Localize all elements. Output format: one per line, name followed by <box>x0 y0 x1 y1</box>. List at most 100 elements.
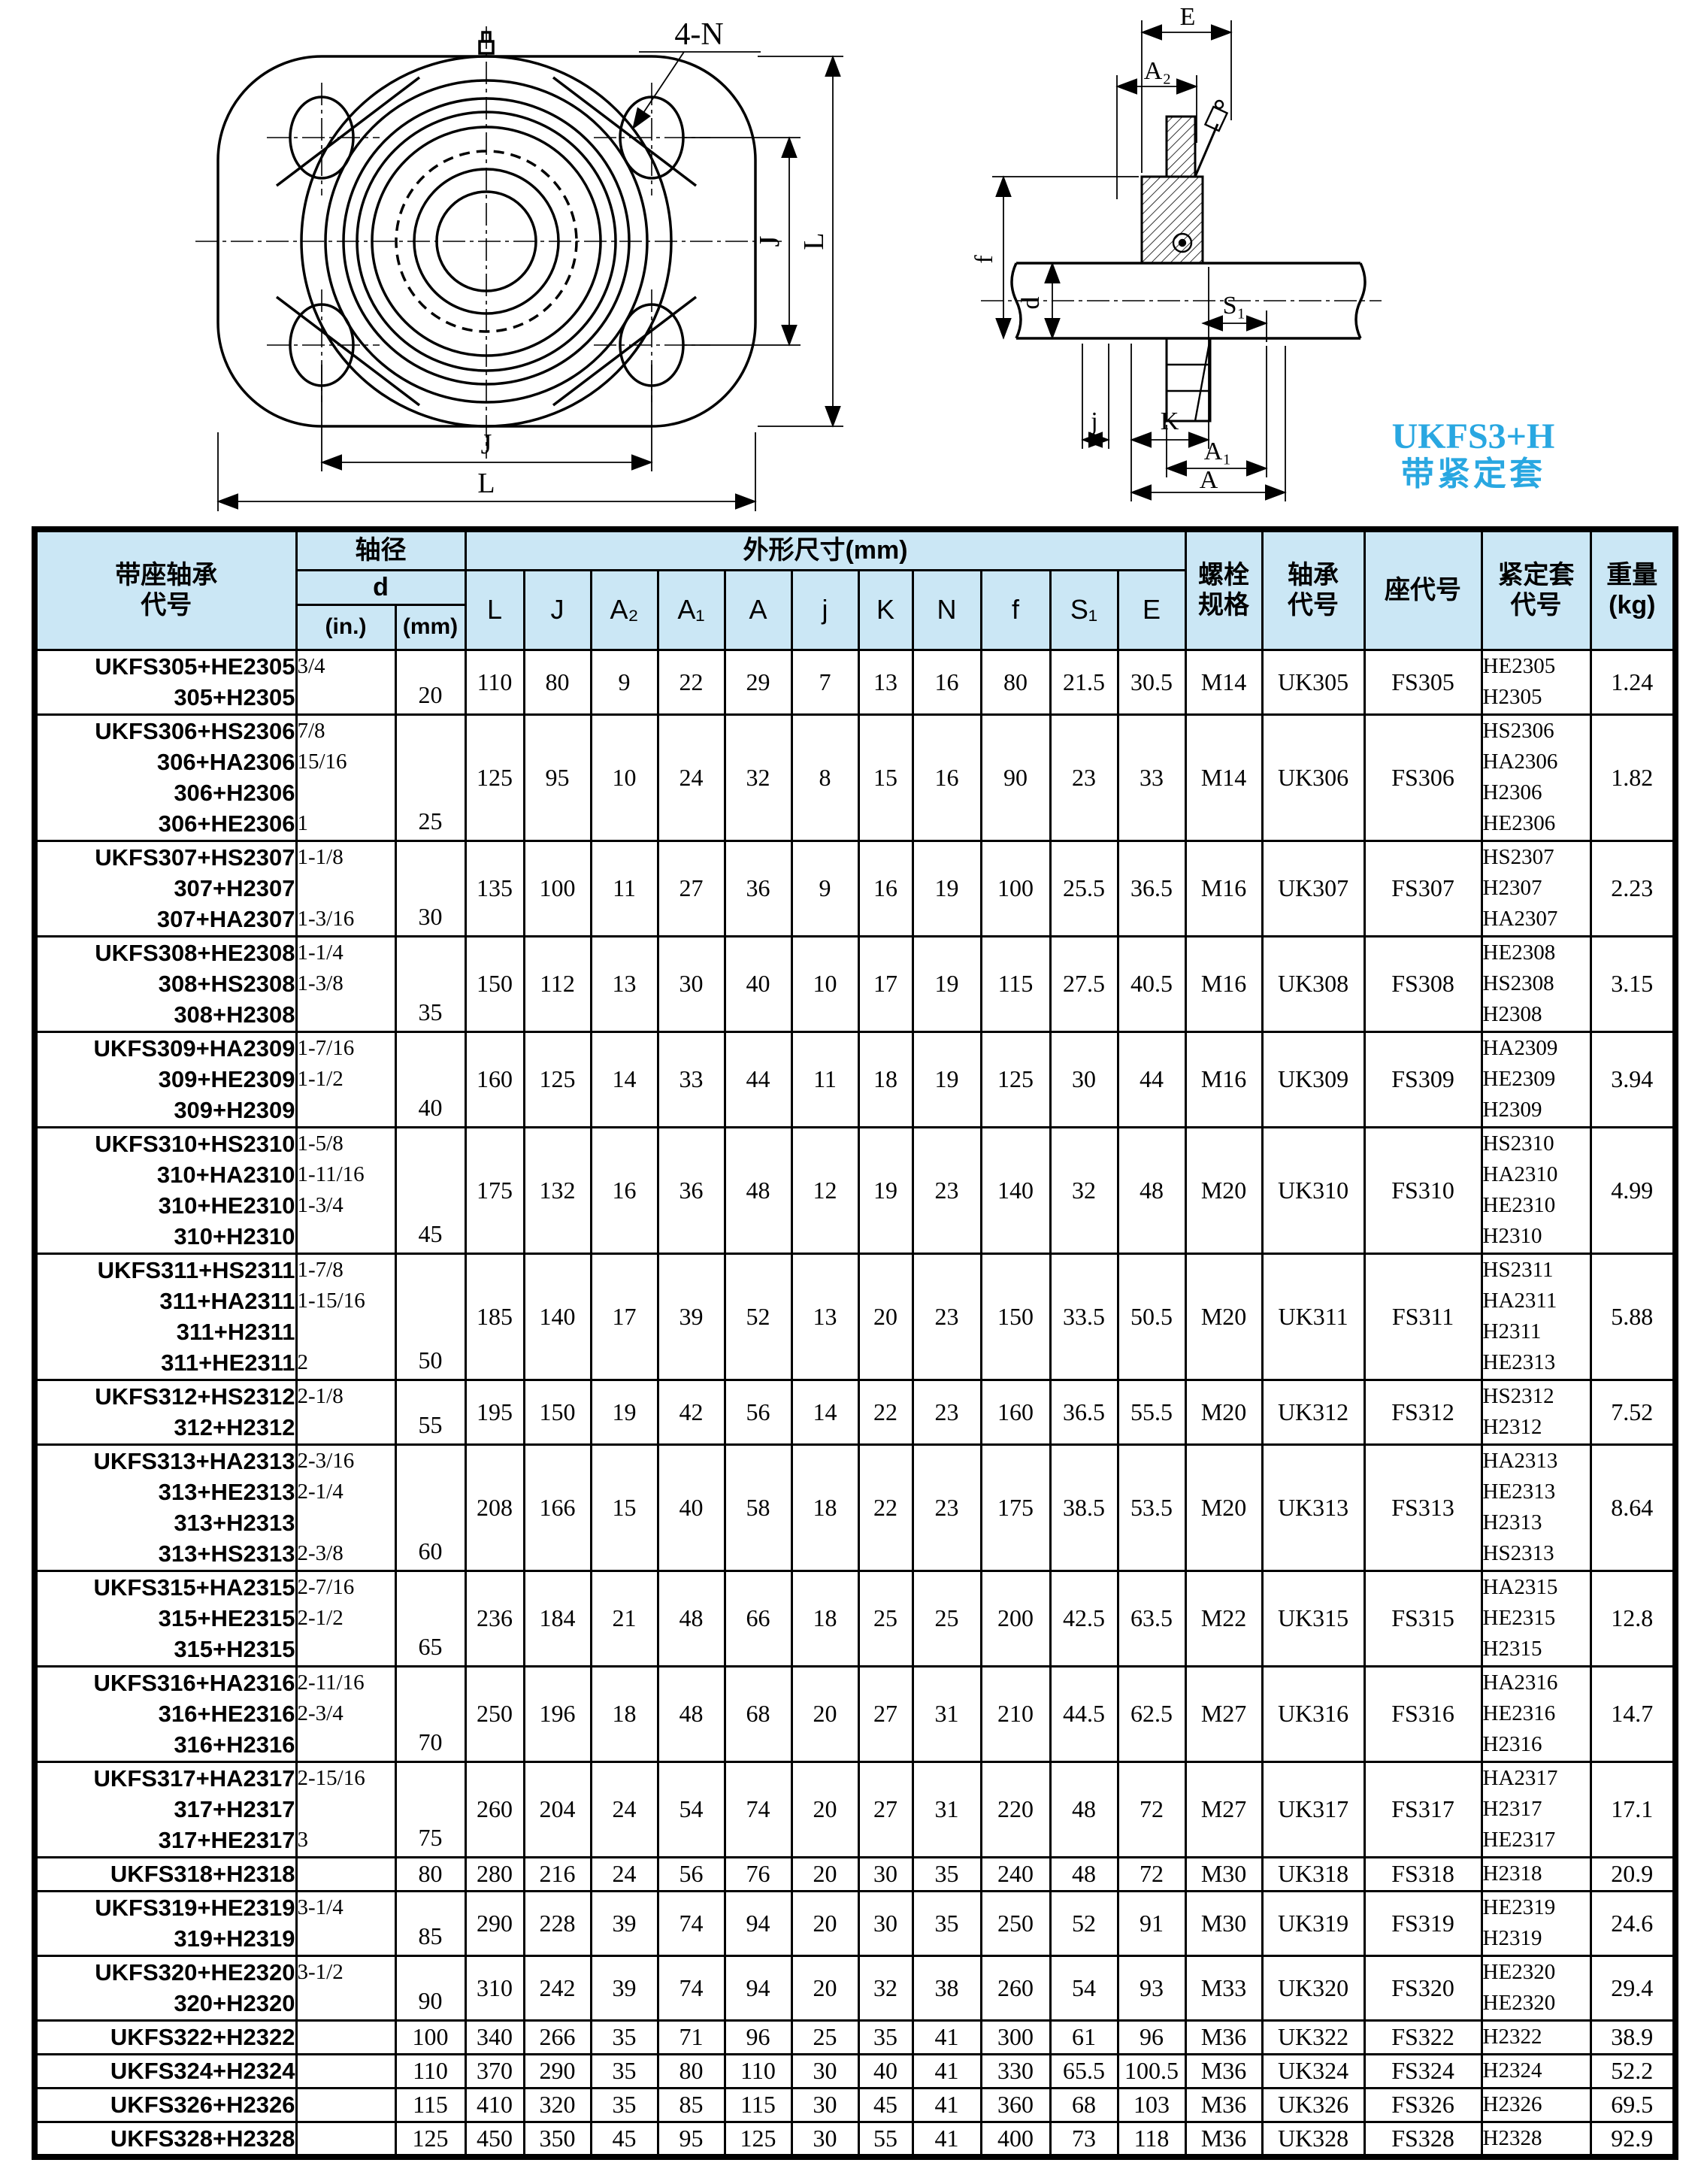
dim-N: 35 <box>911 1855 982 1892</box>
dim-s1-label: S₁ <box>1223 292 1246 320</box>
dim-E: 72 <box>1116 1760 1187 1858</box>
sleeve-code: HS2310 HA2310 HE2310 H2310 <box>1480 1125 1592 1255</box>
dim-f: 200 <box>979 1569 1052 1668</box>
housing-code: FS316 <box>1363 1665 1483 1763</box>
dim-E: 53.5 <box>1116 1443 1187 1572</box>
dim-A: 29 <box>723 648 793 716</box>
dim-L: 110 <box>464 648 525 716</box>
dim-J: 100 <box>522 839 592 938</box>
bearing-unit-code: UKFS328+H2328 <box>33 2120 298 2158</box>
shaft-diameter-in: 1-7/8 1-15/16 2 <box>295 1252 397 1381</box>
series-label: UKFS3+H 带紧定套 <box>1376 418 1571 493</box>
dim-A1: 48 <box>656 1569 726 1668</box>
housing-code: FS322 <box>1363 2019 1483 2055</box>
dim-j: 20 <box>790 1665 860 1763</box>
dim-A1: 95 <box>656 2120 726 2158</box>
sleeve-code: HE2308 HS2308 H2308 <box>1480 934 1592 1033</box>
table-row: UKFS324+H2324 110 370 290 35 80 110 30 40 41 330 65… <box>33 2052 1677 2089</box>
weight-kg: 3.94 <box>1589 1030 1677 1128</box>
bearing-unit-code: UKFS326+H2326 <box>33 2086 298 2123</box>
dim-A2: 35 <box>589 2086 659 2123</box>
bearing-code: UK319 <box>1261 1889 1366 1957</box>
shaft-diameter-mm: 30 <box>394 839 467 938</box>
bolt-spec: M36 <box>1184 2019 1264 2055</box>
dim-S1: 48 <box>1049 1855 1119 1892</box>
dim-K: 19 <box>857 1125 914 1255</box>
dim-j: 14 <box>790 1378 860 1446</box>
bearing-code: UK315 <box>1261 1569 1366 1668</box>
dim-f: 175 <box>979 1443 1052 1572</box>
header-shaft-dia: 轴径 <box>295 528 467 571</box>
dim-L: 340 <box>464 2019 525 2055</box>
bearing-code: UK324 <box>1261 2052 1366 2089</box>
dim-L: 450 <box>464 2120 525 2158</box>
bearing-unit-code: UKFS310+HS2310 310+HA2310 310+HE2310 310+H2… <box>33 1125 298 1255</box>
dim-N: 23 <box>911 1252 982 1381</box>
dim-J: 112 <box>522 934 592 1033</box>
dim-J: 140 <box>522 1252 592 1381</box>
dim-A1: 39 <box>656 1252 726 1381</box>
sleeve-code: H2318 <box>1480 1855 1592 1892</box>
sleeve-code: HE2319 H2319 <box>1480 1889 1592 1957</box>
bearing-unit-code: UKFS317+HA2317 317+H2317 317+HE2317 <box>33 1760 298 1858</box>
weight-kg: 17.1 <box>1589 1760 1677 1858</box>
shaft-diameter-mm: 125 <box>394 2120 467 2158</box>
table-row: UKFS310+HS2310 310+HA2310 310+HE2310 310+H2… <box>33 1125 1677 1255</box>
bearing-code: UK316 <box>1261 1665 1366 1763</box>
table-row: UKFS306+HS2306 306+HA2306 306+H2306 306+HE2… <box>33 713 1677 842</box>
header-dim-E: E <box>1116 568 1187 651</box>
dim-E: 118 <box>1116 2120 1187 2158</box>
bearing-code: UK322 <box>1261 2019 1366 2055</box>
header-dim-j: j <box>790 568 860 651</box>
dim-N: 41 <box>911 2019 982 2055</box>
dim-A2: 15 <box>589 1443 659 1572</box>
header-bearing-code: 轴承 代号 <box>1261 528 1366 651</box>
dim-J: 184 <box>522 1569 592 1668</box>
bearing-unit-code: UKFS313+HA2313 313+HE2313 313+H2313 313+HS2… <box>33 1443 298 1572</box>
dim-S1: 23 <box>1049 713 1119 842</box>
dim-A1: 74 <box>656 1954 726 2022</box>
spec-table: 带座轴承 代号 轴径 外形尺寸(mm) 螺栓 规格 轴承 代号 座代号 紧定套 … <box>32 526 1679 2160</box>
bearing-code: UK306 <box>1261 713 1366 842</box>
dim-j-label: J <box>754 236 785 247</box>
dim-A: 58 <box>723 1443 793 1572</box>
bolt-spec: M36 <box>1184 2086 1264 2123</box>
weight-kg: 3.15 <box>1589 934 1677 1033</box>
dim-N: 41 <box>911 2052 982 2089</box>
dim-J: 95 <box>522 713 592 842</box>
shaft-diameter-in: 2-1/8 <box>295 1378 397 1446</box>
bolt-spec: M27 <box>1184 1760 1264 1858</box>
shaft-diameter-in: 1-1/4 1-3/8 <box>295 934 397 1033</box>
dim-d-label: d <box>1017 297 1045 310</box>
header-dim-A1: A₁ <box>656 568 726 651</box>
weight-kg: 69.5 <box>1589 2086 1677 2123</box>
dim-A1: 27 <box>656 839 726 938</box>
bearing-code: UK326 <box>1261 2086 1366 2123</box>
dim-N: 31 <box>911 1665 982 1763</box>
shaft-diameter-in: 3-1/4 <box>295 1889 397 1957</box>
dim-A2: 14 <box>589 1030 659 1128</box>
sleeve-code: HS2306 HA2306 H2306 HE2306 <box>1480 713 1592 842</box>
dim-a1-label: A₁ <box>1204 438 1231 465</box>
weight-kg: 14.7 <box>1589 1665 1677 1763</box>
bearing-code: UK305 <box>1261 648 1366 716</box>
series-subtitle: 带紧定套 <box>1401 456 1545 492</box>
dim-A1: 33 <box>656 1030 726 1128</box>
dim-A: 76 <box>723 1855 793 1892</box>
dim-N: 35 <box>911 1889 982 1957</box>
dim-K: 18 <box>857 1030 914 1128</box>
bearing-unit-code: UKFS309+HA2309 309+HE2309 309+H2309 <box>33 1030 298 1128</box>
header-dim-L: L <box>464 568 525 651</box>
bolt-spec: M14 <box>1184 648 1264 716</box>
shaft-break <box>1354 262 1367 339</box>
dim-f: 210 <box>979 1665 1052 1763</box>
dim-K: 16 <box>857 839 914 938</box>
header-sleeve-code: 紧定套 代号 <box>1480 528 1592 651</box>
dim-j: 18 <box>790 1443 860 1572</box>
bolt-spec: M16 <box>1184 839 1264 938</box>
dim-S1: 33.5 <box>1049 1252 1119 1381</box>
housing-code: FS309 <box>1363 1030 1483 1128</box>
table-row: UKFS318+H2318 80 280 216 24 56 76 20 30 35 240 48 72… <box>33 1855 1677 1892</box>
shaft-diameter-in <box>295 2052 397 2089</box>
shaft-diameter-in: 3/4 <box>295 648 397 716</box>
